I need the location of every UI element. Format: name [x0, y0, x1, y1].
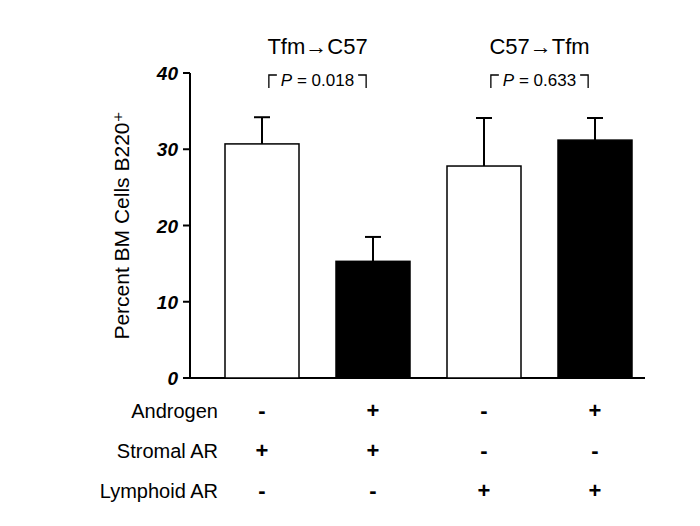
condition-sign: + — [478, 478, 491, 503]
condition-sign: + — [589, 478, 602, 503]
bar — [225, 144, 299, 378]
p-bracket — [358, 75, 366, 88]
condition-sign: + — [367, 438, 380, 463]
group-label: Tfm→C57 — [267, 34, 367, 59]
condition-sign: - — [258, 478, 265, 503]
y-tick-label: 30 — [157, 139, 179, 160]
condition-label: Androgen — [131, 400, 218, 422]
bar — [447, 166, 521, 378]
y-tick-label: 0 — [167, 368, 178, 389]
error-cap — [365, 236, 381, 238]
error-bar — [261, 117, 263, 144]
error-bar — [372, 237, 374, 261]
condition-sign: + — [256, 438, 269, 463]
y-tick — [183, 225, 190, 227]
condition-label: Stromal AR — [117, 440, 218, 462]
condition-sign: - — [480, 438, 487, 463]
error-bar — [594, 118, 596, 140]
condition-sign: - — [369, 478, 376, 503]
error-bar — [483, 118, 485, 166]
condition-label: Lymphoid AR — [100, 480, 218, 502]
y-tick-label: 20 — [156, 216, 179, 237]
chart: 0 10 20 30 40 Percent BM Cells B220⁺ Tfm→C57 P … — [0, 0, 700, 526]
y-tick-label: 10 — [157, 292, 179, 313]
condition-sign: - — [591, 438, 598, 463]
bar — [336, 261, 410, 378]
condition-sign: + — [367, 398, 380, 423]
bar — [558, 140, 632, 378]
condition-sign: - — [480, 398, 487, 423]
p-value: P = 0.018 — [281, 71, 354, 90]
p-bracket — [269, 75, 277, 88]
y-tick — [183, 72, 190, 74]
error-cap — [476, 117, 492, 119]
bars — [225, 117, 632, 378]
error-cap — [254, 116, 270, 118]
condition-sign: - — [258, 398, 265, 423]
p-value: P = 0.633 — [503, 71, 576, 90]
y-tick — [183, 377, 190, 379]
y-tick-label: 40 — [156, 63, 179, 84]
error-cap — [587, 117, 603, 119]
y-tick — [183, 301, 190, 303]
p-bracket — [491, 75, 499, 88]
y-tick — [183, 148, 190, 150]
y-axis-label: Percent BM Cells B220⁺ — [110, 111, 133, 339]
condition-sign: + — [589, 398, 602, 423]
group-label: C57→Tfm — [489, 34, 589, 59]
p-bracket — [580, 75, 588, 88]
